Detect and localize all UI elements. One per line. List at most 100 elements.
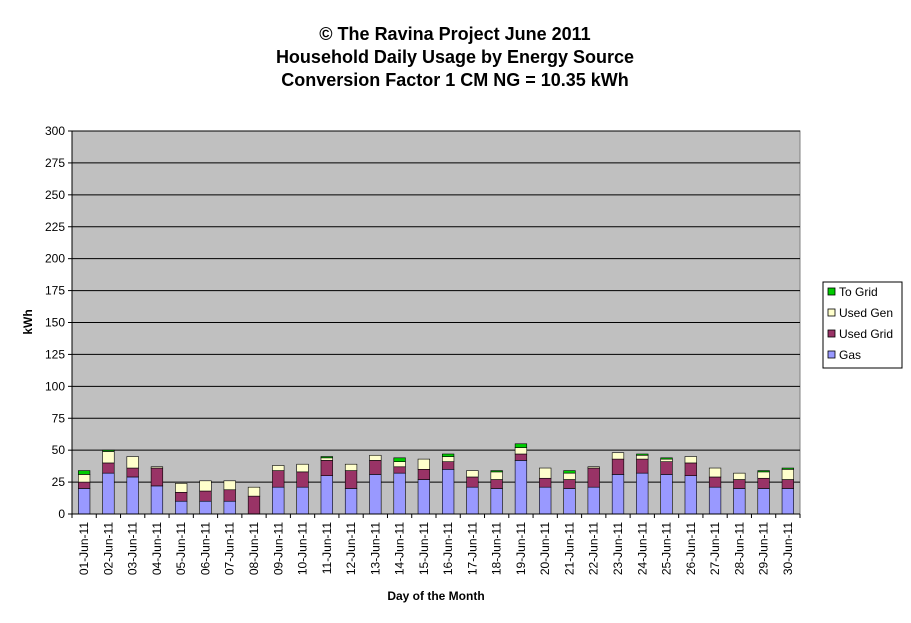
y-tick-label: 100 — [45, 379, 65, 393]
x-tick-label: 28-Jun-11 — [732, 522, 746, 575]
y-axis-label: kWh — [21, 309, 35, 334]
bar-used-grid — [417, 469, 430, 480]
bar-to-grid — [563, 470, 576, 474]
bar-gas — [587, 486, 600, 515]
x-tick-label: 07-Jun-11 — [223, 522, 237, 575]
bar-used-gen — [587, 466, 600, 469]
x-tick-label: 13-Jun-11 — [368, 522, 382, 575]
legend-entry: Gas — [839, 348, 861, 362]
bar-used-gen — [175, 483, 188, 493]
bar-used-gen — [660, 458, 673, 462]
bar-used-gen — [199, 480, 212, 492]
bar-to-grid — [781, 467, 794, 470]
bar-used-gen — [102, 451, 115, 464]
bar-used-gen — [296, 463, 309, 473]
x-tick-label: 10-Jun-11 — [296, 522, 310, 575]
bar-used-gen — [684, 456, 697, 464]
x-tick-label: 04-Jun-11 — [150, 522, 164, 575]
bar-gas — [660, 474, 673, 515]
bar-used-grid — [733, 479, 746, 489]
x-tick-label: 17-Jun-11 — [465, 522, 479, 575]
bar-gas — [78, 488, 91, 515]
bar-gas — [514, 460, 528, 515]
bar-used-grid — [296, 471, 309, 488]
bar-gas — [684, 475, 697, 515]
bar-used-gen — [490, 471, 503, 480]
bar-gas — [539, 486, 552, 515]
bar-gas — [369, 474, 382, 515]
bar-used-gen — [514, 447, 528, 455]
bar-used-gen — [78, 474, 91, 483]
bar-used-gen — [417, 458, 430, 470]
bar-used-grid — [539, 477, 552, 488]
bar-gas — [344, 488, 358, 515]
y-tick-label: 0 — [58, 507, 65, 521]
bar-gas — [393, 472, 406, 515]
bar-used-gen — [636, 454, 649, 460]
y-tick-label: 125 — [45, 347, 65, 361]
bar-gas — [150, 485, 164, 515]
y-tick-labels: 0 25 50 75 100 125 150 175 200 225 250 275 300 — [45, 124, 72, 521]
bar-gas — [320, 475, 333, 515]
bar-gas — [733, 488, 746, 515]
x-tick-label: 14-Jun-11 — [393, 522, 407, 575]
x-tick-label: 06-Jun-11 — [198, 522, 212, 575]
legend-box — [822, 281, 903, 369]
bar-used-grid — [611, 458, 625, 475]
bar-used-gen — [781, 469, 794, 480]
bar-to-grid — [442, 453, 455, 457]
bar-used-grid — [708, 476, 722, 488]
bar-used-gen — [466, 470, 479, 478]
x-tick-label: 29-Jun-11 — [757, 522, 771, 575]
bar-used-grid — [660, 461, 673, 475]
y-tick-label: 50 — [52, 443, 66, 457]
bar-gas — [126, 476, 139, 515]
y-tick-label: 150 — [45, 316, 65, 330]
y-tick-label: 200 — [45, 252, 65, 266]
bars — [78, 443, 794, 515]
bar-to-grid — [78, 470, 91, 475]
x-tick-label: 09-Jun-11 — [271, 522, 285, 575]
x-tick-label: 01-Jun-11 — [77, 522, 91, 575]
bar-used-grid — [466, 476, 479, 488]
bar-used-grid — [175, 491, 188, 502]
bar-used-grid — [199, 490, 212, 502]
legend-entry: To Grid — [839, 285, 878, 299]
x-tick-label: 19-Jun-11 — [514, 522, 528, 575]
x-tick-label: 24-Jun-11 — [635, 522, 649, 575]
x-tick-label: 21-Jun-11 — [562, 522, 576, 575]
chart-title-line: Household Daily Usage by Energy Source — [276, 47, 634, 67]
bar-used-gen — [272, 465, 285, 471]
y-tick-label: 175 — [45, 284, 65, 298]
bar-gas — [223, 500, 236, 515]
x-tick-label: 23-Jun-11 — [611, 522, 625, 575]
bar-gas — [417, 479, 430, 515]
legend-swatch — [827, 308, 836, 317]
y-tick-label: 275 — [45, 156, 65, 170]
bar-to-grid — [514, 443, 528, 448]
bar-used-gen — [539, 467, 552, 479]
x-tick-label: 30-Jun-11 — [781, 522, 795, 575]
bar-used-grid — [757, 477, 770, 489]
bar-gas — [563, 488, 576, 515]
y-tick-label: 250 — [45, 188, 65, 202]
bar-used-gen — [150, 466, 164, 469]
y-tick-label: 75 — [52, 411, 66, 425]
bar-used-grid — [369, 460, 382, 475]
bar-used-grid — [684, 462, 697, 476]
bar-gas — [296, 486, 309, 515]
bar-used-grid — [393, 466, 406, 474]
legend-entry: Used Gen — [839, 306, 893, 320]
y-tick-label: 25 — [52, 475, 66, 489]
bar-used-grid — [223, 489, 236, 502]
x-tick-label: 05-Jun-11 — [174, 522, 188, 575]
bar-used-grid — [490, 479, 503, 489]
bar-used-gen — [223, 480, 236, 491]
bar-used-gen — [708, 467, 722, 478]
bar-used-gen — [344, 463, 358, 471]
x-tick-label: 18-Jun-11 — [490, 522, 504, 575]
bar-used-gen — [369, 454, 382, 461]
bar-gas — [636, 472, 649, 515]
x-tick-label: 12-Jun-11 — [344, 522, 358, 575]
bar-to-grid — [320, 456, 333, 459]
